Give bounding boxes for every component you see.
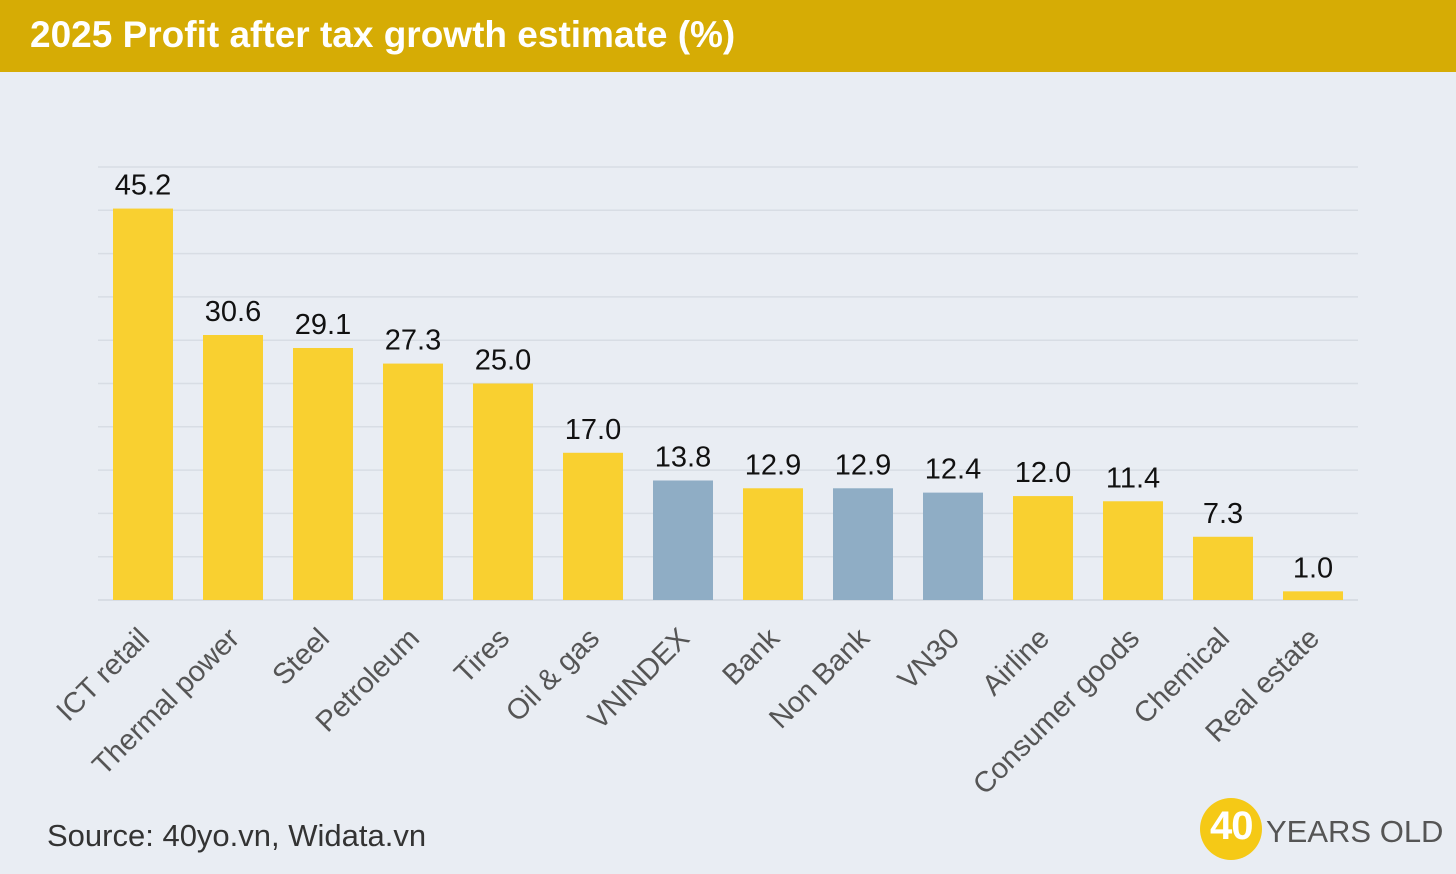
x-tick-label: VN30	[892, 622, 966, 696]
brand-number: 40	[1210, 804, 1253, 848]
bar	[473, 383, 533, 600]
chart-title: 2025 Profit after tax growth estimate (%…	[30, 14, 736, 55]
x-tick-label: Airline	[976, 622, 1056, 702]
data-label: 7.3	[1203, 498, 1243, 530]
source-note: Source: 40yo.vn, Widata.vn	[47, 818, 427, 853]
chart-header: 2025 Profit after tax growth estimate (%…	[0, 0, 1456, 72]
data-label: 25.0	[475, 345, 531, 377]
brand-text: YEARS OLD	[1266, 814, 1444, 849]
bar	[113, 208, 173, 600]
bar	[1013, 496, 1073, 600]
bar	[383, 363, 443, 600]
data-label: 17.0	[565, 414, 621, 446]
x-tick-label: Bank	[717, 622, 787, 692]
x-tick-label: Consumer goods	[967, 622, 1146, 801]
data-label: 12.4	[925, 454, 981, 486]
x-tick-label: Tires	[449, 622, 516, 689]
bar	[653, 480, 713, 600]
data-label: 30.6	[205, 296, 261, 328]
bar	[1283, 591, 1343, 600]
data-label: 1.0	[1293, 552, 1333, 584]
bar	[923, 492, 983, 600]
data-label: 12.0	[1015, 457, 1071, 489]
brand-logo: 40 YEARS OLD	[1200, 798, 1444, 864]
data-label: 13.8	[655, 441, 711, 473]
brand-circle	[1200, 798, 1262, 860]
data-label: 29.1	[295, 309, 351, 341]
bar	[743, 488, 803, 600]
bar	[203, 335, 263, 600]
bar	[1193, 536, 1253, 600]
bar	[833, 488, 893, 600]
data-label: 11.4	[1106, 462, 1160, 494]
data-label: 12.9	[745, 449, 801, 481]
bar	[1103, 501, 1163, 600]
data-label: 12.9	[835, 449, 891, 481]
data-label: 45.2	[115, 170, 171, 202]
bar	[293, 347, 353, 600]
bar	[563, 452, 623, 600]
data-label: 27.3	[385, 325, 441, 357]
x-tick-label: Non Bank	[763, 622, 876, 735]
x-tick-label: Steel	[267, 622, 336, 691]
